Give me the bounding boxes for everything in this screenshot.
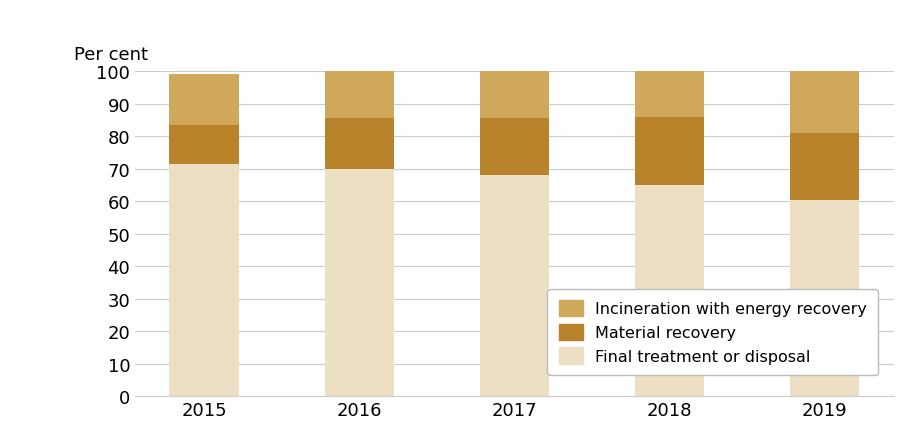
- Bar: [480, 176, 549, 387]
- Legend: Incineration with energy recovery, Material recovery, Final treatment or disposa: Incineration with energy recovery, Mater…: [547, 289, 878, 375]
- Bar: [169, 164, 239, 396]
- Bar: [790, 72, 860, 134]
- Bar: [634, 72, 704, 118]
- Bar: [634, 118, 704, 185]
- Bar: [480, 72, 549, 119]
- Bar: [634, 390, 704, 396]
- Bar: [634, 185, 704, 390]
- Bar: [325, 169, 395, 396]
- Bar: [325, 72, 395, 119]
- Bar: [169, 125, 239, 164]
- Bar: [480, 387, 549, 396]
- Bar: [790, 391, 860, 396]
- Bar: [169, 76, 239, 125]
- Text: Per cent: Per cent: [75, 46, 148, 64]
- Bar: [790, 200, 860, 391]
- Bar: [790, 134, 860, 200]
- Bar: [325, 119, 395, 169]
- Bar: [480, 119, 549, 176]
